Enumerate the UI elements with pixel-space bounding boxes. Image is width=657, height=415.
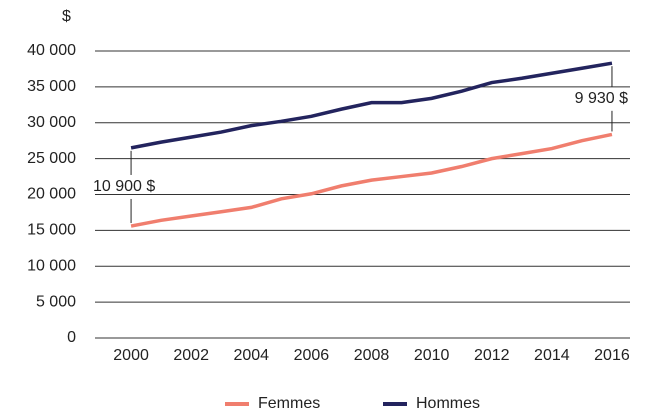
y-tick-label: 15 000 — [27, 222, 76, 239]
legend-label: Femmes — [258, 395, 320, 412]
annotation: 9 930 $ — [575, 90, 628, 107]
x-tick-label: 2000 — [113, 347, 149, 364]
y-axis-label: $ — [62, 8, 71, 25]
x-tick-label: 2014 — [534, 347, 570, 364]
y-tick-label: 20 000 — [27, 186, 76, 203]
y-tick-label: 5 000 — [36, 293, 76, 310]
y-tick-label: 0 — [67, 329, 76, 346]
y-tick-label: 35 000 — [27, 78, 76, 95]
x-tick-label: 2008 — [354, 347, 390, 364]
y-tick-label: 25 000 — [27, 150, 76, 167]
series-line — [130, 61, 613, 150]
x-tick-label: 2016 — [594, 347, 630, 364]
annotation: 10 900 $ — [93, 178, 155, 195]
x-tick-label: 2012 — [474, 347, 510, 364]
x-tick-label: 2004 — [233, 347, 269, 364]
legend-label: Hommes — [416, 395, 480, 412]
series-line — [130, 132, 613, 228]
y-tick-label: 10 000 — [27, 257, 76, 274]
y-tick-label: 30 000 — [27, 114, 76, 131]
y-tick-label: 40 000 — [27, 42, 76, 59]
x-tick-label: 2006 — [294, 347, 330, 364]
x-tick-label: 2010 — [414, 347, 450, 364]
x-tick-label: 2002 — [173, 347, 209, 364]
